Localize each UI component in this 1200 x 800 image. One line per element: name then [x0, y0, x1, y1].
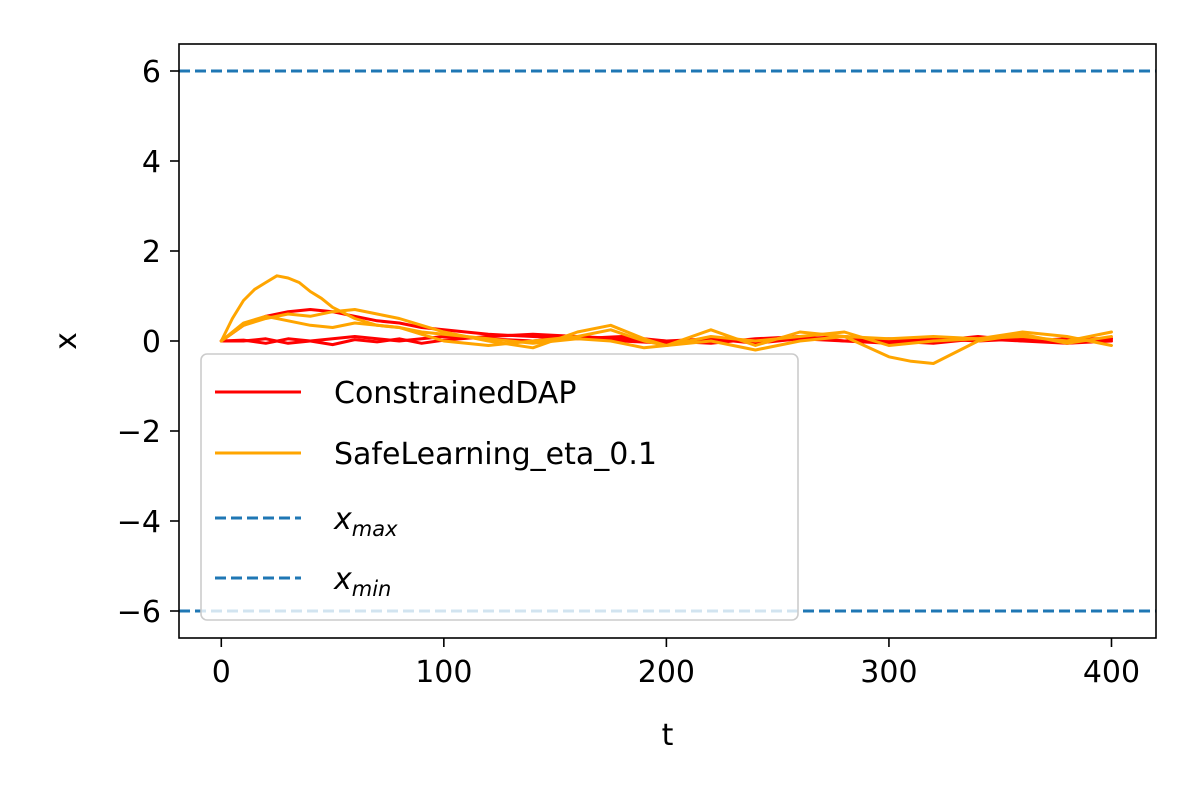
legend-label: ConstrainedDAP: [334, 376, 576, 411]
x-tick-label: 300: [860, 655, 917, 690]
legend-label: SafeLearning_eta_0.1: [334, 437, 657, 472]
legend-label: xmax: [333, 502, 398, 541]
legend-label: xmin: [333, 562, 391, 601]
y-tick-label: −2: [117, 415, 161, 450]
y-tick-label: −6: [117, 595, 161, 630]
x-tick-label: 0: [212, 655, 231, 690]
x-tick-label: 400: [1083, 655, 1140, 690]
series-layer: [219, 274, 1113, 365]
y-tick-label: −4: [117, 505, 161, 540]
y-axis-label: x: [49, 332, 84, 350]
legend-box: [200, 353, 799, 621]
y-tick-label: 6: [142, 55, 161, 90]
y-tick-label: 2: [142, 235, 161, 270]
series-line-5: [219, 308, 1113, 350]
x-axis-ticks: 0 100 200 300 400: [212, 638, 1140, 690]
x-axis-label: t: [662, 718, 674, 753]
y-axis-ticks: 6 4 2 0 −2 −4 −6: [117, 55, 179, 630]
y-tick-label: 4: [142, 145, 161, 180]
series-line-6: [219, 314, 1113, 347]
x-tick-label: 100: [415, 655, 472, 690]
y-tick-label: 0: [142, 325, 161, 360]
series-line-4: [219, 274, 1113, 365]
x-tick-label: 200: [638, 655, 695, 690]
